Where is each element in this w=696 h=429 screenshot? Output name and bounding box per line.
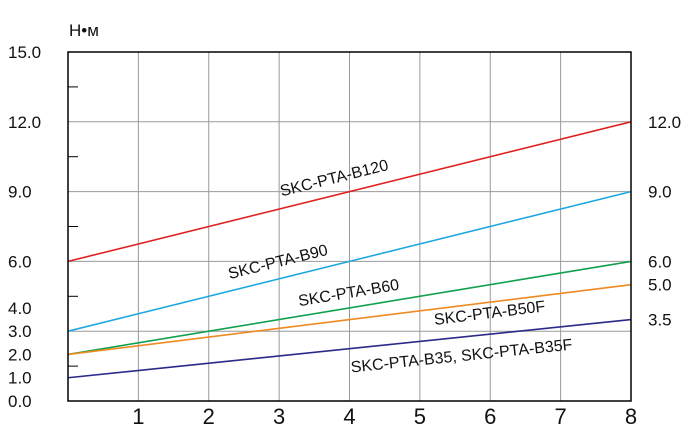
x-tick-label: 8: [625, 404, 637, 429]
y-tick-label-right: 6.0: [648, 252, 672, 271]
y-tick-label-left: 9.0: [8, 183, 32, 202]
x-tick-label: 7: [555, 404, 567, 429]
series-lines: [67, 121, 632, 379]
y-tick-label-right: 3.5: [648, 311, 672, 330]
series-line: [67, 318, 632, 379]
y-tick-label-left: 0.0: [8, 392, 32, 411]
unit-label: Н•м: [69, 21, 99, 40]
series-line: [67, 190, 632, 332]
y-tick-label-left: 3.0: [8, 322, 32, 341]
y-tick-label-right: 9.0: [648, 183, 672, 202]
x-axis: 1 2 3 4 5 6 7 8: [132, 404, 637, 429]
y-tick-label-left: 2.0: [8, 345, 32, 364]
y-tick-label-left: 12.0: [8, 113, 41, 132]
y-tick-label-left: 15.0: [8, 43, 41, 62]
y-axis-right: 12.0 9.0 6.0 5.0 3.5: [648, 113, 681, 330]
series-line: [67, 121, 632, 263]
x-tick-label: 5: [414, 404, 426, 429]
y-tick-label-left: 6.0: [8, 252, 32, 271]
y-tick-label-left: 4.0: [8, 299, 32, 318]
series-line: [67, 260, 632, 356]
y-tick-label-right: 5.0: [648, 276, 672, 295]
x-tick-label: 6: [484, 404, 496, 429]
series-line: [67, 283, 632, 356]
x-tick-label: 3: [273, 404, 285, 429]
y-tick-label-right: 12.0: [648, 113, 681, 132]
x-tick-label: 4: [343, 404, 355, 429]
y-axis-left: 15.0 12.0 9.0 6.0 4.0 3.0 2.0 1.0 0.0: [8, 43, 78, 411]
x-tick-label: 1: [132, 404, 144, 429]
y-tick-label-left: 1.0: [8, 369, 32, 388]
x-tick-label: 2: [203, 404, 215, 429]
